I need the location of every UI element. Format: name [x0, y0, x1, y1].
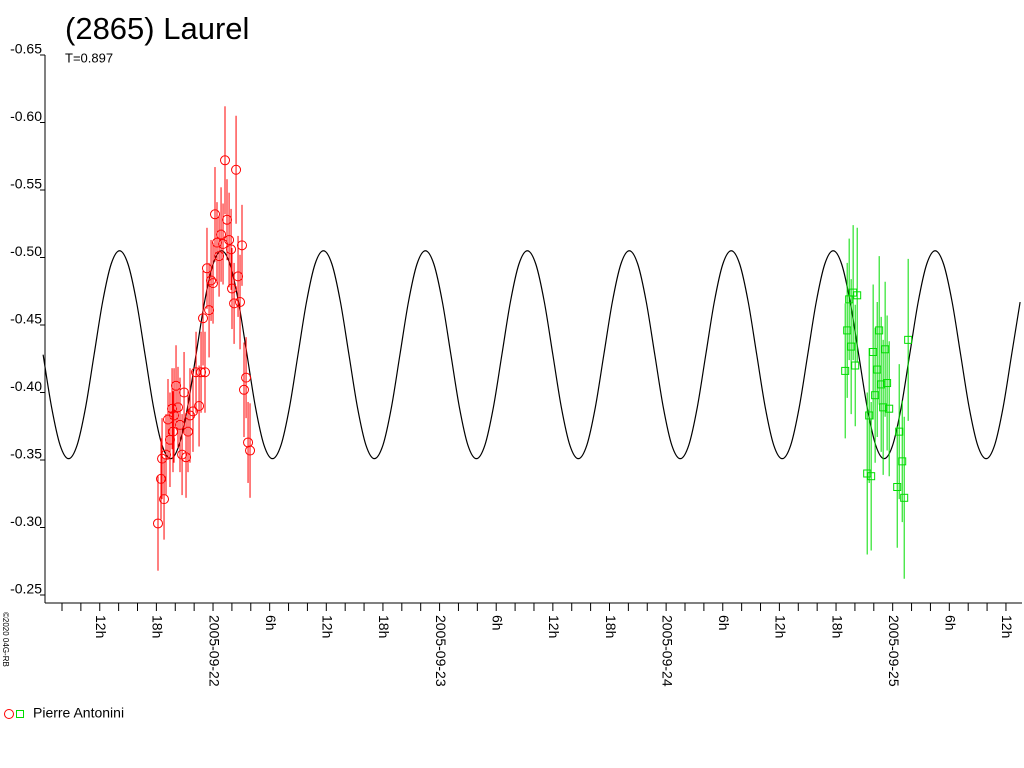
- x-tick-label: 12h: [546, 615, 562, 638]
- data-point: [898, 457, 907, 466]
- legend-marker: [16, 710, 24, 718]
- x-tick-label: 18h: [376, 615, 392, 638]
- y-tick-label: -0.35: [10, 446, 42, 462]
- data-point: [245, 445, 256, 456]
- y-tick-label: -0.25: [10, 581, 42, 597]
- data-point: [216, 229, 227, 240]
- y-tick-label: -0.45: [10, 311, 42, 327]
- data-point: [226, 283, 237, 294]
- data-point: [237, 240, 248, 251]
- data-point: [847, 342, 856, 351]
- data-point: [849, 288, 858, 297]
- y-tick-label: -0.65: [10, 41, 42, 57]
- data-point: [169, 410, 180, 421]
- x-tick-label: 2005-09-24: [659, 615, 675, 687]
- x-tick-label: 12h: [93, 615, 109, 638]
- data-point: [841, 366, 850, 375]
- data-point: [161, 449, 172, 460]
- x-tick-label: 6h: [490, 615, 506, 631]
- data-point: [204, 305, 215, 316]
- data-point: [851, 361, 860, 370]
- data-point: [233, 271, 244, 282]
- data-point: [229, 298, 240, 309]
- data-point: [152, 518, 163, 529]
- data-point: [869, 348, 878, 356]
- data-point: [181, 452, 192, 463]
- data-point: [179, 387, 190, 398]
- data-point: [867, 472, 876, 481]
- data-point: [238, 384, 249, 395]
- data-point: [871, 391, 880, 400]
- y-tick-label: -0.30: [10, 513, 42, 529]
- data-point: [231, 164, 242, 175]
- data-point: [196, 367, 207, 378]
- data-point: [893, 483, 902, 491]
- x-tick-label: 2005-09-23: [433, 615, 449, 687]
- x-tick-label: 2005-09-25: [886, 615, 902, 687]
- data-point: [853, 291, 862, 300]
- data-point: [194, 401, 205, 411]
- y-tick-label: -0.40: [10, 378, 42, 394]
- data-point: [220, 155, 231, 166]
- y-tick-label: -0.50: [10, 243, 42, 259]
- data-point: [875, 326, 884, 335]
- x-tick-label: 6h: [263, 615, 279, 631]
- data-point: [900, 493, 909, 502]
- model-curve: [42, 250, 1021, 460]
- data-point: [243, 437, 254, 448]
- data-point: [214, 251, 225, 262]
- x-tick-label: 12h: [320, 615, 336, 638]
- x-tick-label: 18h: [150, 615, 166, 638]
- chart-subtitle: T=0.897: [65, 50, 113, 65]
- x-tick-label: 6h: [943, 615, 959, 631]
- data-point: [173, 402, 184, 413]
- x-tick-label: 2005-09-22: [206, 615, 222, 687]
- data-point: [904, 335, 913, 344]
- data-point: [210, 209, 221, 220]
- data-point: [198, 313, 209, 324]
- legend-marker: [4, 709, 14, 719]
- legend-label: Pierre Antonini: [33, 705, 124, 721]
- data-point: [241, 372, 252, 383]
- x-tick-label: 18h: [603, 615, 619, 638]
- data-point: [159, 494, 170, 505]
- data-point: [171, 380, 182, 391]
- copyright: ©2020 04G-RB: [1, 612, 10, 667]
- y-tick-label: -0.60: [10, 108, 42, 124]
- data-point: [235, 297, 246, 308]
- data-point: [206, 275, 217, 286]
- x-tick-label: 12h: [999, 615, 1015, 638]
- chart-title: (2865) Laurel: [65, 11, 249, 46]
- data-point: [885, 404, 894, 413]
- x-tick-label: 18h: [829, 615, 845, 638]
- data-point: [226, 244, 237, 255]
- data-point: [183, 426, 194, 437]
- data-point: [167, 403, 178, 414]
- x-tick-label: 6h: [716, 615, 732, 631]
- data-point: [156, 473, 167, 484]
- x-tick-label: 12h: [773, 615, 789, 638]
- y-tick-label: -0.55: [10, 176, 42, 192]
- data-point: [208, 278, 219, 289]
- data-point: [224, 234, 235, 245]
- data-point: [883, 379, 892, 388]
- data-point: [200, 367, 211, 378]
- data-point: [188, 406, 199, 417]
- data-point: [881, 345, 890, 354]
- data-point: [168, 426, 179, 437]
